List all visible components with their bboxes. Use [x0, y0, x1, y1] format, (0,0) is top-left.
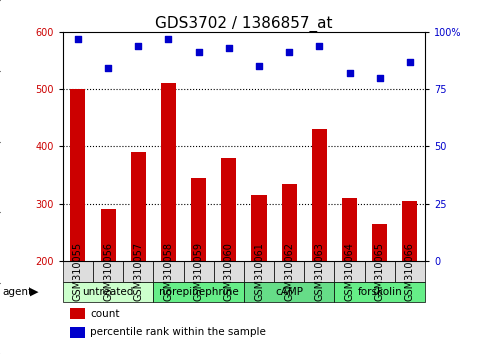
Bar — [395, 261, 425, 281]
Bar — [221, 158, 236, 354]
Text: percentile rank within the sample: percentile rank within the sample — [90, 327, 266, 337]
Bar — [365, 261, 395, 281]
Text: GSM310057: GSM310057 — [133, 242, 143, 301]
Bar — [154, 261, 184, 281]
Bar — [93, 261, 123, 281]
Text: GSM310055: GSM310055 — [73, 242, 83, 301]
Text: GSM310059: GSM310059 — [194, 242, 204, 301]
Point — [225, 45, 233, 51]
Point — [315, 43, 323, 48]
Point — [346, 70, 354, 76]
Bar — [131, 152, 146, 354]
Point — [255, 63, 263, 69]
Point — [285, 50, 293, 55]
Title: GDS3702 / 1386857_at: GDS3702 / 1386857_at — [155, 16, 333, 32]
Bar — [154, 281, 244, 302]
Point — [74, 36, 82, 41]
Bar — [63, 281, 154, 302]
Point — [104, 65, 112, 71]
Bar — [213, 261, 244, 281]
Text: GSM310058: GSM310058 — [163, 242, 173, 301]
Text: untreated: untreated — [83, 287, 134, 297]
Bar — [71, 89, 85, 354]
Text: GSM310063: GSM310063 — [314, 242, 325, 301]
Bar — [244, 261, 274, 281]
Bar — [100, 209, 115, 354]
Bar — [70, 327, 85, 338]
Bar — [304, 261, 334, 281]
Text: GSM310066: GSM310066 — [405, 242, 415, 301]
Bar — [372, 224, 387, 354]
Point — [376, 75, 384, 80]
Bar — [402, 201, 417, 354]
Point — [406, 59, 414, 64]
Text: GSM310061: GSM310061 — [254, 242, 264, 301]
Bar — [282, 183, 297, 354]
Text: forskolin: forskolin — [357, 287, 402, 297]
Bar — [123, 261, 154, 281]
Point — [165, 36, 172, 41]
Text: GSM310060: GSM310060 — [224, 242, 234, 301]
Text: GSM310056: GSM310056 — [103, 242, 113, 301]
Text: GSM310065: GSM310065 — [375, 242, 385, 301]
Bar — [274, 261, 304, 281]
Bar — [191, 178, 206, 354]
Point — [134, 43, 142, 48]
Text: cAMP: cAMP — [275, 287, 303, 297]
Text: agent: agent — [2, 287, 32, 297]
Bar — [244, 281, 334, 302]
Text: norepinephrine: norepinephrine — [159, 287, 239, 297]
Bar — [70, 308, 85, 319]
Text: ▶: ▶ — [29, 287, 38, 297]
Bar — [161, 83, 176, 354]
Text: count: count — [90, 309, 119, 319]
Bar — [334, 261, 365, 281]
Bar — [334, 281, 425, 302]
Bar — [342, 198, 357, 354]
Text: GSM310064: GSM310064 — [344, 242, 355, 301]
Point — [195, 50, 202, 55]
Bar — [184, 261, 213, 281]
Bar — [252, 195, 267, 354]
Bar — [312, 129, 327, 354]
Text: GSM310062: GSM310062 — [284, 242, 294, 301]
Bar — [63, 261, 93, 281]
